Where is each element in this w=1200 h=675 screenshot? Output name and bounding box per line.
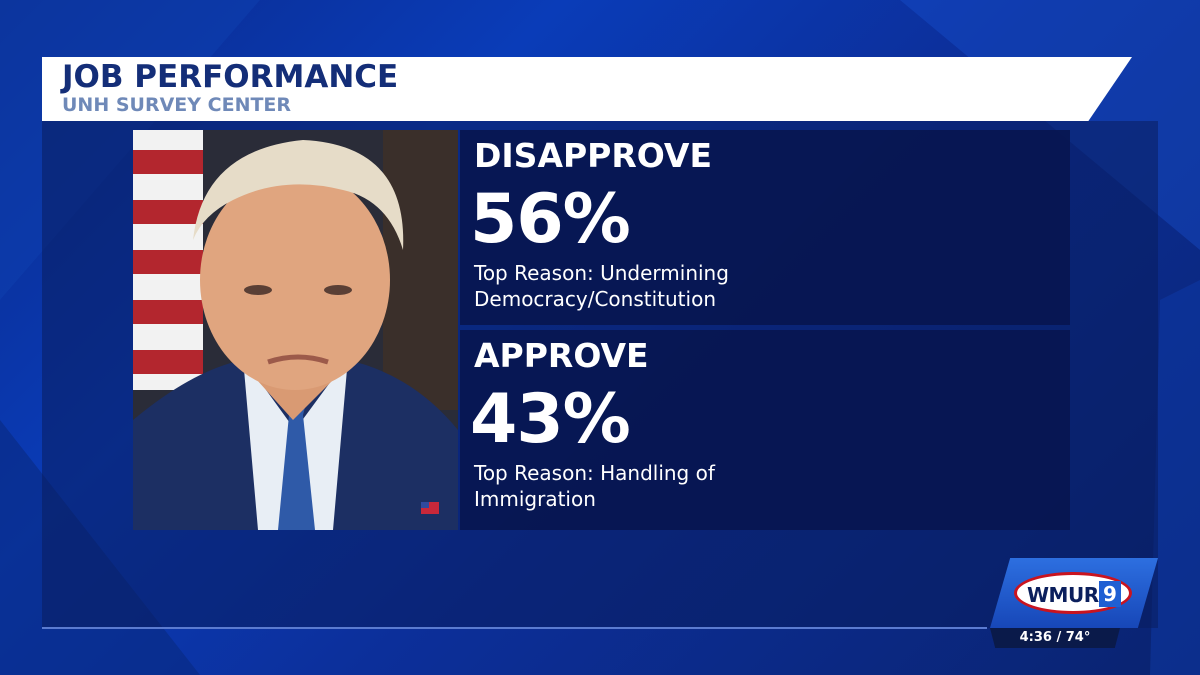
approve-reason-line2: Immigration: [474, 487, 596, 511]
disapprove-stat: DISAPPROVE 56% Top Reason: Undermining D…: [460, 130, 1070, 325]
logo-number: 9: [1099, 581, 1121, 607]
approve-label: APPROVE: [474, 336, 649, 375]
disapprove-reason-line1: Top Reason: Undermining: [474, 261, 729, 285]
page-title: JOB PERFORMANCE: [62, 59, 399, 95]
divider-line: [42, 627, 987, 629]
disapprove-label: DISAPPROVE: [474, 136, 713, 175]
station-logo: WMUR 9: [990, 558, 1158, 628]
page-subtitle: UNH SURVEY CENTER: [62, 94, 292, 116]
portrait-illustration: [133, 130, 458, 530]
us-flag-pin-icon: [421, 502, 439, 514]
time-weather-bar: 4:36 / 74°: [990, 628, 1120, 648]
disapprove-value: 56%: [470, 180, 631, 259]
time-weather-text: 4:36 / 74°: [1019, 630, 1091, 645]
portrait-photo: [133, 130, 458, 530]
approve-reason: Top Reason: Handling of Immigration: [474, 460, 874, 512]
disapprove-reason: Top Reason: Undermining Democracy/Consti…: [474, 260, 874, 312]
header-banner: JOB PERFORMANCE UNH SURVEY CENTER: [42, 57, 1132, 121]
approve-stat: APPROVE 43% Top Reason: Handling of Immi…: [460, 330, 1070, 530]
logo-text: WMUR: [1027, 583, 1099, 607]
logo-oval: WMUR 9: [1014, 572, 1132, 614]
approve-reason-line1: Top Reason: Handling of: [474, 461, 715, 485]
approve-value: 43%: [470, 380, 631, 459]
disapprove-reason-line2: Democracy/Constitution: [474, 287, 716, 311]
